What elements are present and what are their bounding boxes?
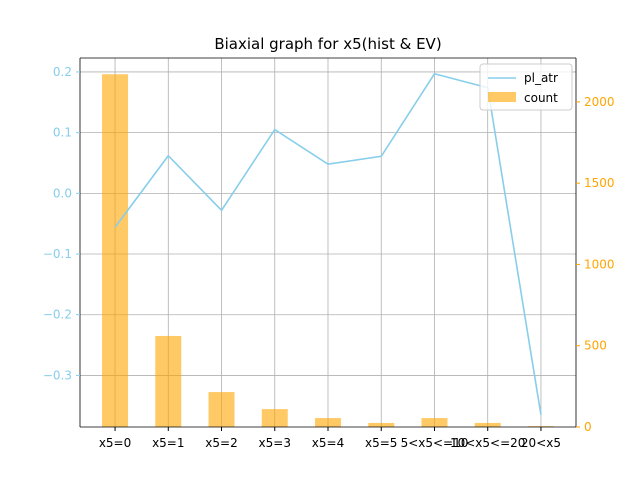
left-tick-label: 0.0 — [53, 186, 72, 200]
count-bar — [421, 418, 448, 427]
count-bar — [208, 392, 235, 427]
count-bar — [527, 426, 554, 427]
chart-title: Biaxial graph for x5(hist & EV) — [214, 35, 441, 53]
left-tick-label: −0.2 — [43, 308, 72, 322]
count-bar — [261, 409, 288, 427]
x-tick-label: 5<x5<=10 — [401, 436, 469, 450]
left-tick-label: −0.1 — [43, 247, 72, 261]
left-tick-label: 0.1 — [53, 126, 72, 140]
count-bars — [102, 74, 554, 428]
right-tick-label: 1500 — [584, 176, 615, 190]
x-tick-label: x5=1 — [152, 436, 184, 450]
left-tick-label: −0.3 — [43, 368, 72, 382]
right-tick-label: 0 — [584, 420, 592, 434]
grid — [80, 58, 576, 427]
count-bar — [474, 422, 501, 427]
count-bar — [155, 335, 182, 427]
x-tick-label: 20<x5 — [521, 436, 561, 450]
axes: 0.2 0.1 0.0 −0.1 −0.2 −0.3 0 500 1000 1500 2000 x5=… — [43, 57, 615, 450]
count-bar — [368, 422, 395, 427]
x-tick-label: 10<x5<=20 — [450, 436, 525, 450]
count-bar — [102, 74, 129, 428]
right-tick-label: 1000 — [584, 257, 615, 271]
x-tick-label: x5=5 — [365, 436, 397, 450]
count-bar — [315, 418, 341, 427]
legend-label-pl-atr: pl_atr — [524, 71, 558, 85]
x-tick-label: x5=0 — [99, 436, 131, 450]
right-tick-label: 500 — [584, 339, 607, 353]
x-tick-label: x5=4 — [312, 436, 344, 450]
x-tick-label: x5=3 — [259, 436, 291, 450]
right-tick-label: 2000 — [584, 95, 615, 109]
legend-label-count: count — [524, 91, 558, 105]
legend-bar-swatch — [488, 92, 516, 102]
left-tick-label: 0.2 — [53, 65, 72, 79]
x-tick-label: x5=2 — [205, 436, 237, 450]
